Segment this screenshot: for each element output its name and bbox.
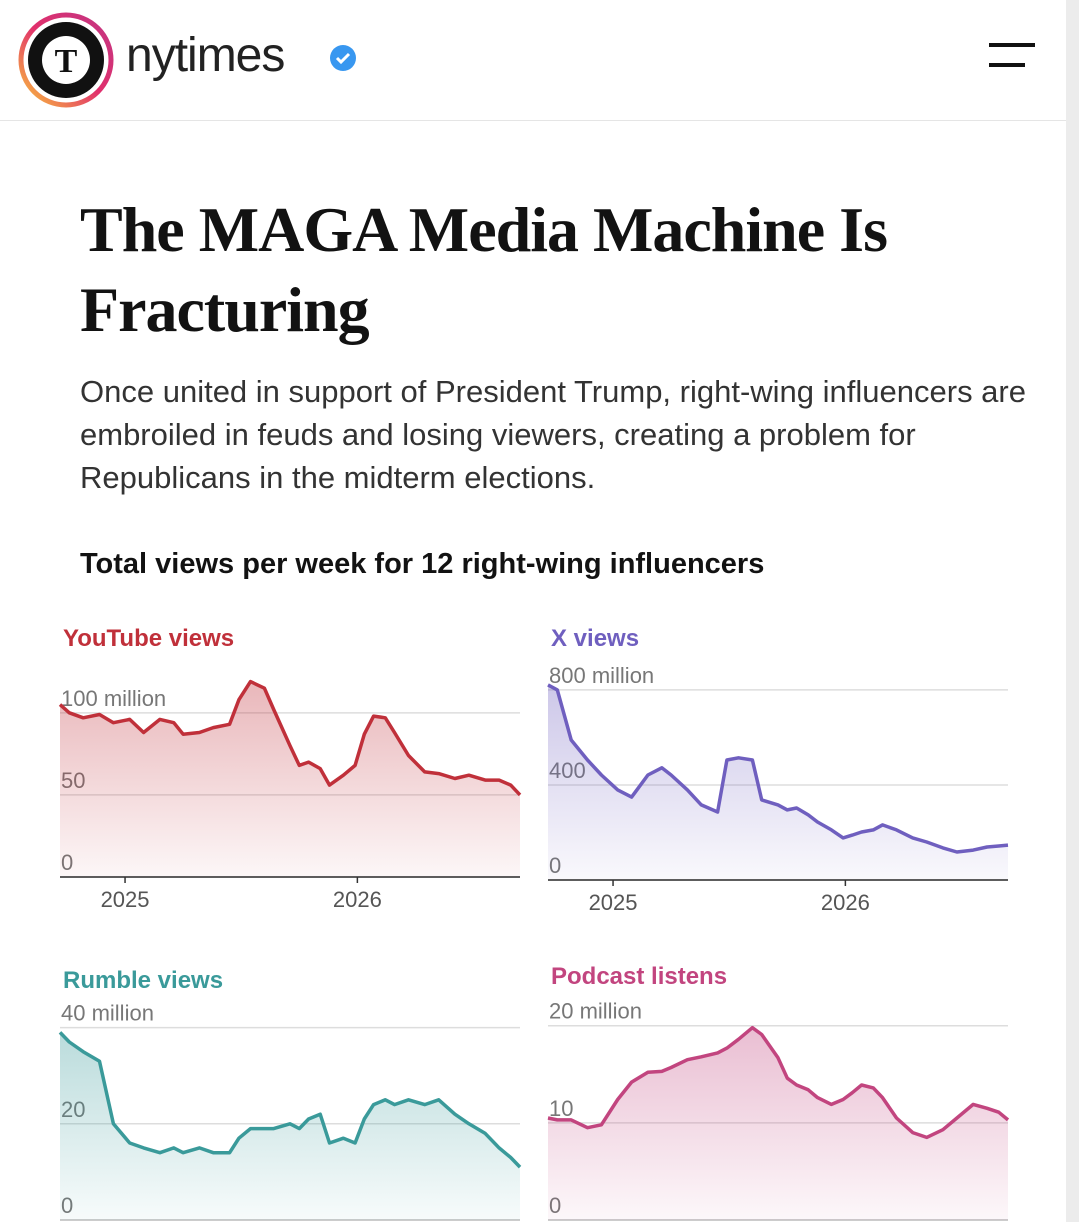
x-tick-label: 2025 [101, 887, 150, 912]
area-fill [60, 681, 520, 877]
area-fill [60, 1032, 520, 1220]
y-tick-label: 40 million [61, 1001, 154, 1026]
x-tick-label: 2026 [333, 887, 382, 912]
y-tick-label: 20 million [549, 999, 642, 1024]
y-tick-label: 100 million [61, 686, 166, 711]
x-tick-label: 2026 [821, 890, 870, 915]
line [58, 679, 522, 797]
y-tick-label: 10 [549, 1096, 573, 1121]
x-tick-label: 2025 [589, 890, 638, 915]
line [547, 683, 1009, 854]
chart-title: Rumble views [63, 967, 223, 994]
divider [0, 120, 1066, 121]
area-fill [548, 1027, 1008, 1220]
verified-badge [330, 45, 356, 71]
line [547, 1025, 1010, 1140]
username[interactable]: nytimes [126, 29, 285, 82]
chart-heading: Total views per week for 12 right-wing i… [80, 548, 765, 580]
area-fill [548, 684, 1008, 880]
headline: The MAGA Media Machine Is Fracturing [80, 194, 888, 345]
svg-text:T: T [55, 43, 78, 80]
line [58, 1031, 522, 1169]
chart-title: X views [551, 625, 639, 652]
chart-title: YouTube views [63, 625, 234, 652]
chart-title: Podcast listens [551, 963, 727, 990]
dek: Once united in support of President Trum… [80, 374, 1026, 495]
menu-button[interactable] [985, 40, 1037, 70]
side-strip [1066, 0, 1079, 1222]
avatar[interactable]: T [18, 12, 114, 108]
y-tick-label: 800 million [549, 663, 654, 688]
